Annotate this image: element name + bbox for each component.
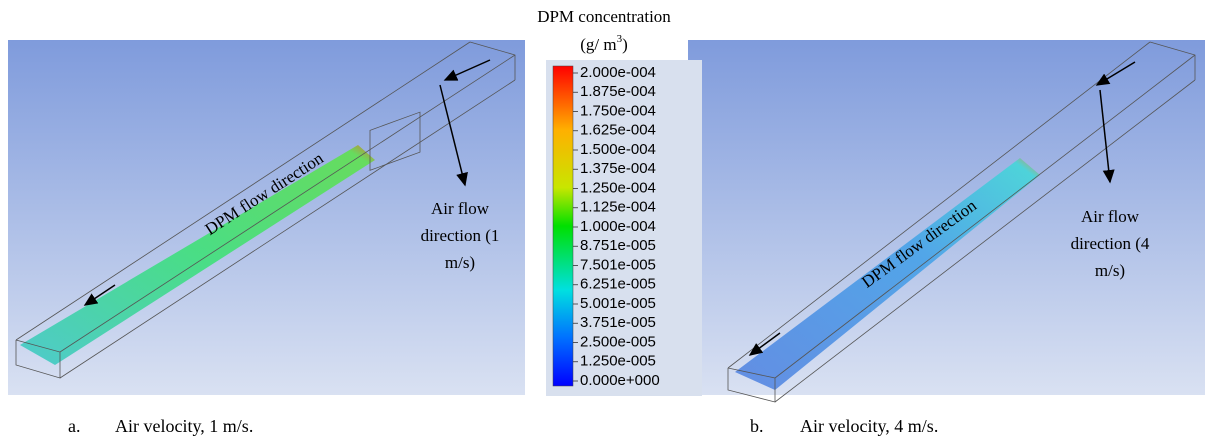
dpm-plume — [735, 158, 1040, 390]
colorbar-label: 7.501e-005 — [580, 256, 656, 273]
colorbar-label: 1.875e-004 — [580, 83, 656, 100]
colorbar-label: 2.500e-005 — [580, 333, 656, 350]
unit-exponent: 3 — [617, 33, 623, 45]
caption-letter: a. — [68, 416, 81, 436]
colorbar-label: 1.000e-004 — [580, 218, 656, 235]
air-label: m/s) — [445, 253, 475, 272]
colorbar-label: 1.750e-004 — [580, 102, 656, 119]
air-label: Air flow — [1081, 207, 1140, 226]
caption: Air velocity, 4 m/s. — [800, 416, 938, 436]
air-label: Air flow — [431, 199, 490, 218]
caption: Air velocity, 1 m/s. — [115, 416, 253, 436]
colorbar-label: 1.125e-004 — [580, 199, 656, 216]
colorbar-label: 6.251e-005 — [580, 276, 656, 293]
air-label: direction (4 — [1071, 234, 1150, 253]
panel-a: DPM flow direction Air flow direction (1… — [8, 40, 525, 436]
unit-close: ) — [622, 35, 628, 54]
colorbar-label: 1.625e-004 — [580, 122, 656, 139]
colorbar-scale — [552, 65, 574, 387]
colorbar-label: 5.001e-005 — [580, 295, 656, 312]
colorbar-label: 3.751e-005 — [580, 314, 656, 331]
caption-letter: b. — [750, 416, 764, 436]
duct-outline — [727, 41, 1196, 403]
colorbar-label: 0.000e+000 — [580, 372, 660, 389]
duct-outline — [15, 41, 516, 379]
colorbar: DPM concentration (g/ m3) 2.000e-004 1.87… — [537, 7, 702, 396]
dpm-plume — [20, 145, 375, 365]
colorbar-unit: (g/ m3) — [580, 33, 628, 54]
panel-b: DPM flow direction Air flow direction (4… — [688, 40, 1205, 436]
air-label: direction (1 — [421, 226, 500, 245]
air-label: m/s) — [1095, 261, 1125, 280]
colorbar-label: 2.000e-004 — [580, 64, 656, 81]
colorbar-label: 1.250e-004 — [580, 179, 656, 196]
colorbar-label: 1.500e-004 — [580, 141, 656, 158]
colorbar-label: 8.751e-005 — [580, 237, 656, 254]
colorbar-label: 1.375e-004 — [580, 160, 656, 177]
unit-base: (g/ m — [580, 35, 616, 54]
colorbar-title: DPM concentration — [537, 7, 671, 26]
colorbar-label: 1.250e-005 — [580, 353, 656, 370]
